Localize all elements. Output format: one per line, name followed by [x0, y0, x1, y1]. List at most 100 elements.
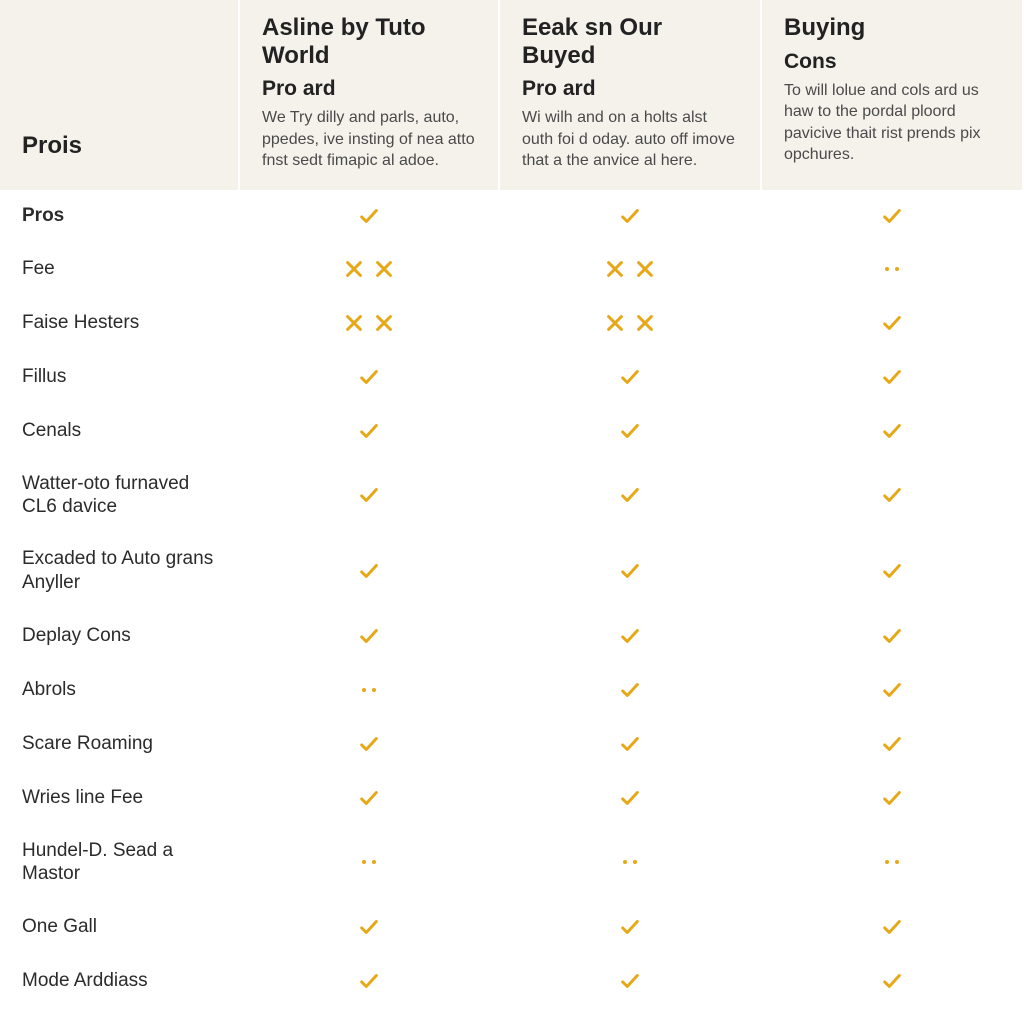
row-label: Scare Roaming [0, 717, 240, 771]
cell [500, 717, 762, 771]
cell [762, 533, 1024, 609]
check-icon [881, 312, 903, 334]
cell [762, 609, 1024, 663]
cell [240, 825, 500, 901]
check-icon [619, 366, 641, 388]
check-icon [619, 484, 641, 506]
cell [762, 350, 1024, 404]
cell [762, 458, 1024, 534]
x-icon [373, 312, 395, 334]
x-icon [343, 258, 365, 280]
cell [240, 350, 500, 404]
check-icon [619, 420, 641, 442]
header-description: We Try dilly and parls, auto, ppedes, iv… [262, 107, 476, 172]
cell [240, 717, 500, 771]
x-icon [604, 258, 626, 280]
check-icon [358, 205, 380, 227]
check-icon [619, 205, 641, 227]
cell [240, 663, 500, 717]
x-icon [634, 258, 656, 280]
header-col-3: Buying Cons To will lolue and cols ard u… [762, 0, 1024, 190]
row-label: Cenals [0, 404, 240, 458]
dots-icon [885, 267, 899, 271]
check-icon [881, 560, 903, 582]
cell [762, 242, 1024, 296]
check-icon [358, 625, 380, 647]
header-label-col: Prois [0, 0, 240, 190]
cell [762, 771, 1024, 825]
cell [240, 296, 500, 350]
cell [240, 404, 500, 458]
row-label: Watter-oto furnaved CL6 davice [0, 458, 240, 534]
cell [500, 663, 762, 717]
cell [240, 242, 500, 296]
cell [500, 609, 762, 663]
cell [500, 954, 762, 1008]
check-icon [619, 787, 641, 809]
x-icon [634, 312, 656, 334]
header-col-1: Asline by Tuto World Pro ard We Try dill… [240, 0, 500, 190]
header-description: To will lolue and cols ard us haw to the… [784, 80, 1000, 166]
check-icon [358, 733, 380, 755]
cell [762, 190, 1024, 242]
check-icon [358, 787, 380, 809]
cell [240, 458, 500, 534]
check-icon [881, 484, 903, 506]
check-icon [881, 205, 903, 227]
dots-icon [885, 860, 899, 864]
cell [500, 900, 762, 954]
check-icon [881, 970, 903, 992]
check-icon [619, 679, 641, 701]
row-label: Wries line Fee [0, 771, 240, 825]
cell [762, 663, 1024, 717]
cell [240, 609, 500, 663]
cell [762, 296, 1024, 350]
row-label: Hundel-D. Sead a Mastor [0, 825, 240, 901]
row-label: Excaded to Auto grans Anyller [0, 533, 240, 609]
cell [500, 242, 762, 296]
header-title: Eeak sn Our Buyed [522, 14, 738, 69]
cell [762, 717, 1024, 771]
cell [240, 900, 500, 954]
check-icon [619, 625, 641, 647]
check-icon [619, 733, 641, 755]
dots-icon [362, 688, 376, 692]
check-icon [881, 366, 903, 388]
cell [500, 190, 762, 242]
check-icon [358, 970, 380, 992]
row-label: Faise Hesters [0, 296, 240, 350]
cell [240, 190, 500, 242]
row-label: Abrols [0, 663, 240, 717]
cell [240, 533, 500, 609]
cell [240, 954, 500, 1008]
dots-icon [362, 860, 376, 864]
x-icon [343, 312, 365, 334]
cell [762, 825, 1024, 901]
row-label: Mode Arddiass [0, 954, 240, 1008]
cell [500, 458, 762, 534]
header-title: Asline by Tuto World [262, 14, 476, 69]
x-icon [604, 312, 626, 334]
row-label: Fee [0, 242, 240, 296]
check-icon [881, 787, 903, 809]
row-label: Fillus [0, 350, 240, 404]
cell [500, 404, 762, 458]
header-title: Buying [784, 14, 1000, 42]
header-subtitle: Pro ard [262, 77, 476, 101]
comparison-table: Prois Asline by Tuto World Pro ard We Tr… [0, 0, 1024, 1008]
row-label: One Gall [0, 900, 240, 954]
check-icon [358, 560, 380, 582]
cell [500, 350, 762, 404]
cell [762, 954, 1024, 1008]
header-title: Prois [22, 132, 216, 160]
header-subtitle: Cons [784, 50, 1000, 74]
check-icon [881, 679, 903, 701]
cell [500, 771, 762, 825]
check-icon [358, 420, 380, 442]
row-label: Pros [0, 190, 240, 242]
header-description: Wi wilh and on a holts alst outh foi d o… [522, 107, 738, 172]
header-col-2: Eeak sn Our Buyed Pro ard Wi wilh and on… [500, 0, 762, 190]
check-icon [881, 916, 903, 938]
check-icon [881, 733, 903, 755]
check-icon [619, 560, 641, 582]
